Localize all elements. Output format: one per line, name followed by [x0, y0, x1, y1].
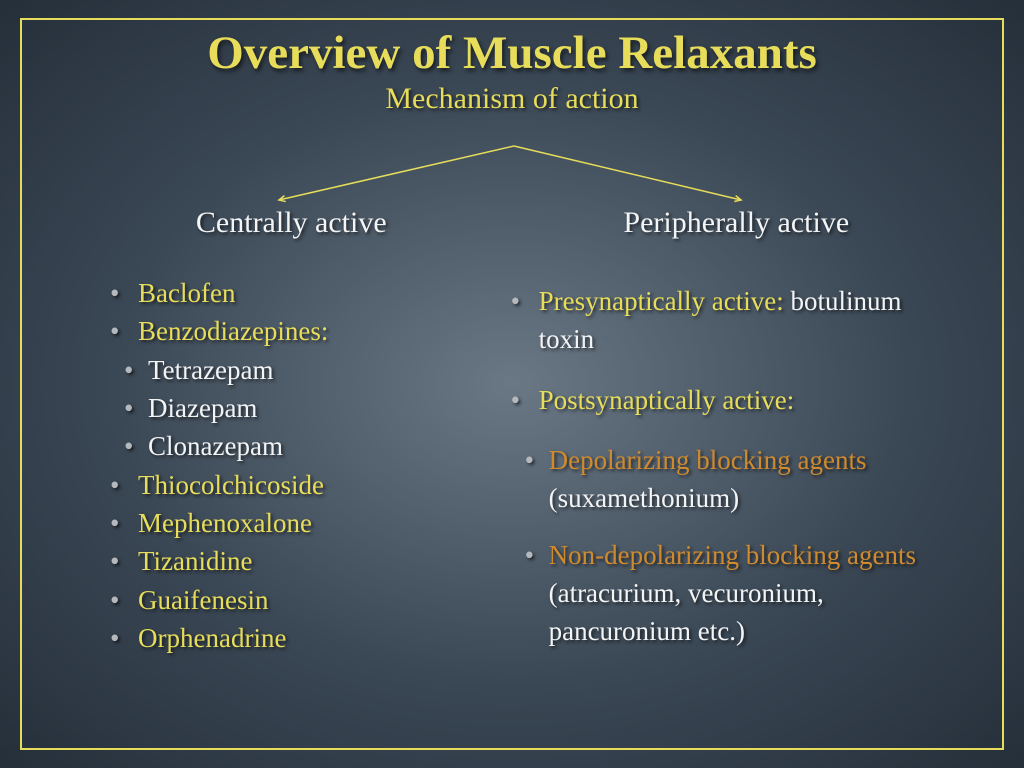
sub-item-lead: Non-depolarizing blocking agents	[549, 540, 916, 570]
list-item: Presynaptically active: botulinum toxin	[511, 282, 962, 359]
list-item: Benzodiazepines:	[110, 312, 473, 350]
right-list: Presynaptically active: botulinum toxinP…	[511, 282, 962, 651]
list-item: Guaifenesin	[110, 581, 473, 619]
sub-item-label: Tetrazepam	[148, 355, 274, 385]
sub-item-tail: (atracurium, vecuronium, pancuronium etc…	[549, 578, 824, 646]
item-label: Orphenadrine	[138, 623, 286, 653]
sub-item: Diazepam	[124, 389, 473, 427]
list-item: Mephenoxalone	[110, 504, 473, 542]
left-column: Centrally active Baclofen Benzodiazepines…	[22, 206, 483, 748]
list-item: Postsynaptically active:	[511, 381, 962, 419]
item-label: Mephenoxalone	[138, 508, 312, 538]
item-lead: Postsynaptically active:	[539, 385, 795, 415]
sub-list: Tetrazepam Diazepam Clonazepam	[124, 351, 473, 466]
sub-list: Depolarizing blocking agents (suxamethon…	[525, 441, 962, 651]
item-label: Tizanidine	[138, 546, 253, 576]
sub-item: Non-depolarizing blocking agents (atracu…	[525, 536, 962, 651]
list-item: Tizanidine	[110, 542, 473, 580]
sub-item: Clonazepam	[124, 427, 473, 465]
sub-item: Tetrazepam	[124, 351, 473, 389]
item-lead: Presynaptically active:	[539, 286, 784, 316]
item-label: Guaifenesin	[138, 585, 268, 615]
item-label: Baclofen	[138, 278, 235, 308]
sub-item: Depolarizing blocking agents (suxamethon…	[525, 441, 962, 518]
slide-frame: Overview of Muscle Relaxants Mechanism o…	[20, 18, 1004, 750]
slide-title: Overview of Muscle Relaxants	[22, 26, 1002, 80]
sub-item-lead: Depolarizing blocking agents	[549, 445, 867, 475]
item-label: Benzodiazepines:	[138, 316, 328, 346]
sub-item-label: Clonazepam	[148, 431, 283, 461]
left-heading: Centrally active	[110, 206, 473, 240]
list-item: Baclofen	[110, 274, 473, 312]
sub-item-label: Diazepam	[148, 393, 257, 423]
left-list: Baclofen Benzodiazepines: Tetrazepam Diazep…	[110, 274, 473, 657]
list-item: Thiocolchicoside	[110, 466, 473, 504]
list-item: Orphenadrine	[110, 619, 473, 657]
item-label: Thiocolchicoside	[138, 470, 324, 500]
slide-subtitle: Mechanism of action	[22, 82, 1002, 116]
branch-arrows	[22, 142, 1002, 212]
sub-item-tail: (suxamethonium)	[549, 483, 739, 513]
right-heading: Peripherally active	[511, 206, 962, 240]
right-column: Peripherally active Presynaptically acti…	[483, 206, 1002, 748]
columns: Centrally active Baclofen Benzodiazepines…	[22, 206, 1002, 748]
